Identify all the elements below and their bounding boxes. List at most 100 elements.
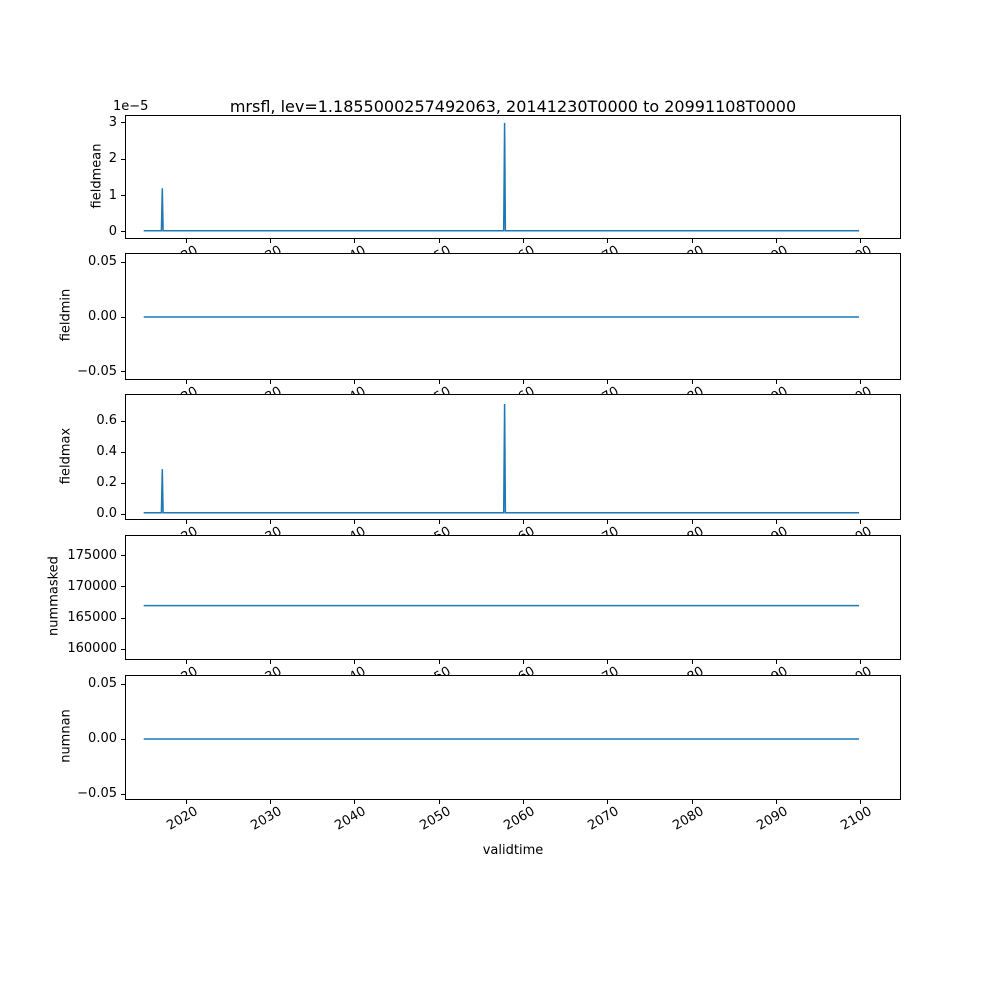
x-tick-mark xyxy=(523,239,524,243)
x-tick-mark xyxy=(860,800,861,804)
y-tick-label: 0.05 xyxy=(88,254,117,270)
y-tick-label: −0.05 xyxy=(77,786,117,802)
x-tick-mark xyxy=(439,239,440,243)
y-tick-label: 0.05 xyxy=(88,676,117,692)
x-tick-mark xyxy=(186,660,187,664)
y-tick-mark xyxy=(121,555,125,557)
x-tick-mark xyxy=(354,660,355,664)
x-tick-label: 2100 xyxy=(838,804,875,834)
x-tick-label: 2030 xyxy=(248,804,285,834)
subplot-nummasked: nummasked 202020302040205020602070208020… xyxy=(0,535,1000,698)
x-tick-mark xyxy=(439,800,440,804)
x-tick-mark xyxy=(860,239,861,243)
x-tick-mark xyxy=(776,239,777,243)
x-tick-mark xyxy=(270,380,271,384)
y-tick-mark xyxy=(121,195,125,197)
x-tick-mark xyxy=(607,239,608,243)
x-tick-mark xyxy=(270,800,271,804)
x-tick-mark xyxy=(523,660,524,664)
x-tick-mark xyxy=(439,380,440,384)
y-tick-label: 0.00 xyxy=(88,309,117,325)
x-tick-mark xyxy=(607,520,608,524)
x-tick-mark xyxy=(776,800,777,804)
x-tick-mark xyxy=(186,520,187,524)
y-tick-mark xyxy=(121,617,125,619)
plot-area xyxy=(125,675,901,800)
y-tick-label: 0.00 xyxy=(88,731,117,747)
x-tick-mark xyxy=(860,520,861,524)
y-tick-label: 175000 xyxy=(67,547,117,563)
plot-area xyxy=(125,394,901,520)
y-tick-label: 0 xyxy=(108,223,117,239)
y-tick-mark xyxy=(121,231,125,233)
y-tick-mark xyxy=(121,513,125,515)
y-tick-mark xyxy=(121,316,125,318)
y-tick-mark xyxy=(121,420,125,422)
chart-title: mrsfl, lev=1.1855000257492063, 20141230T… xyxy=(229,97,797,116)
x-tick-mark xyxy=(186,800,187,804)
x-tick-label: 2070 xyxy=(585,804,622,834)
line-series xyxy=(143,738,860,740)
x-tick-mark xyxy=(607,380,608,384)
x-tick-label: 2020 xyxy=(164,804,201,834)
x-tick-mark xyxy=(354,239,355,243)
y-tick-mark xyxy=(121,371,125,373)
x-tick-mark xyxy=(776,520,777,524)
x-tick-mark xyxy=(692,660,693,664)
x-tick-mark xyxy=(523,800,524,804)
y-tick-label: 160000 xyxy=(67,641,117,657)
y-tick-label: 3 xyxy=(108,114,117,130)
y-tick-label: 2 xyxy=(108,151,117,167)
x-tick-mark xyxy=(523,520,524,524)
x-tick-mark xyxy=(354,380,355,384)
x-tick-mark xyxy=(439,520,440,524)
y-tick-label: 165000 xyxy=(67,610,117,625)
x-tick-mark xyxy=(607,660,608,664)
y-tick-mark xyxy=(121,122,125,124)
plot-area xyxy=(125,115,901,239)
x-tick-label: 2040 xyxy=(332,804,369,834)
y-tick-label: −0.05 xyxy=(77,363,117,379)
line-series xyxy=(143,403,860,514)
line-series xyxy=(143,122,860,232)
subplot-fieldmean: fieldmean 202020302040205020602070208020… xyxy=(0,115,1000,277)
plot-area xyxy=(125,253,901,380)
subplot-fieldmax: fieldmax 2020203020402050206020702080209… xyxy=(0,394,1000,558)
y-tick-label: 170000 xyxy=(67,578,117,594)
x-tick-mark xyxy=(692,239,693,243)
y-tick-mark xyxy=(121,738,125,740)
y-tick-label: 0.4 xyxy=(96,444,117,460)
x-tick-mark xyxy=(692,520,693,524)
line-series xyxy=(143,316,860,318)
x-tick-mark xyxy=(186,380,187,384)
y-tick-mark xyxy=(121,158,125,160)
x-tick-label: 2050 xyxy=(417,804,454,834)
y-tick-label: 0.6 xyxy=(96,413,117,429)
x-tick-mark xyxy=(186,239,187,243)
x-tick-mark xyxy=(860,660,861,664)
y-tick-mark xyxy=(121,586,125,588)
y-tick-mark xyxy=(121,683,125,685)
x-axis-ticks: 2020 2030 2040 2050 2060 2070 2080 2090 2100 xyxy=(0,802,1000,836)
x-tick-mark xyxy=(270,239,271,243)
x-tick-label: 2080 xyxy=(670,804,707,834)
y-tick-mark xyxy=(121,648,125,650)
x-tick-mark xyxy=(270,520,271,524)
subplot-fieldmin: fieldmin 2020203020402050206020702080209… xyxy=(0,253,1000,418)
x-tick-mark xyxy=(354,520,355,524)
x-tick-mark xyxy=(692,800,693,804)
x-tick-mark xyxy=(607,800,608,804)
x-tick-label: 2090 xyxy=(754,804,791,834)
x-tick-label: 2060 xyxy=(501,804,538,834)
x-tick-mark xyxy=(354,800,355,804)
y-tick-mark xyxy=(121,451,125,453)
x-tick-mark xyxy=(776,380,777,384)
x-tick-mark xyxy=(860,380,861,384)
y-tick-label: 1 xyxy=(108,187,117,203)
x-tick-mark xyxy=(439,660,440,664)
x-tick-mark xyxy=(776,660,777,664)
y-tick-label: 0.2 xyxy=(96,475,117,491)
x-tick-mark xyxy=(523,380,524,384)
y-tick-mark xyxy=(121,793,125,795)
